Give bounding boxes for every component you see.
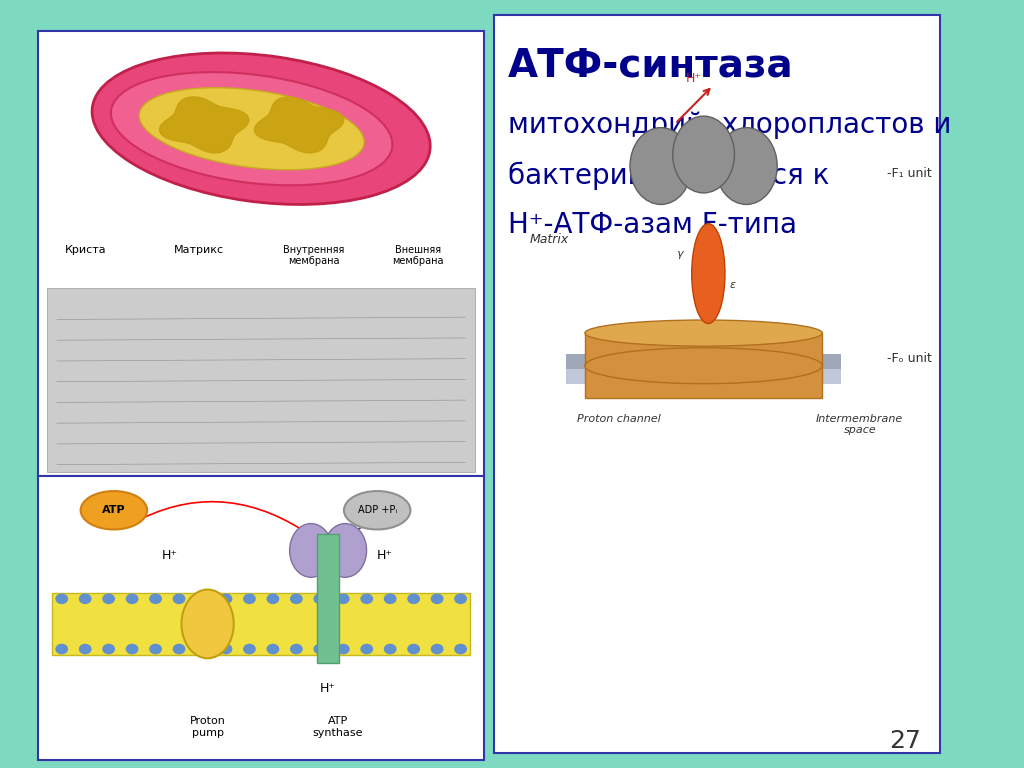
Text: Intermembrane
space: Intermembrane space: [816, 414, 903, 435]
Circle shape: [173, 594, 184, 604]
Circle shape: [408, 644, 420, 654]
Text: ADP +Pᵢ: ADP +Pᵢ: [357, 505, 397, 515]
Text: H⁺: H⁺: [162, 549, 177, 562]
Text: α: α: [762, 146, 769, 156]
Ellipse shape: [344, 491, 411, 529]
Circle shape: [103, 594, 115, 604]
Bar: [566, 353, 842, 369]
Text: Внутренняя
мембрана: Внутренняя мембрана: [283, 244, 344, 266]
Circle shape: [150, 644, 161, 654]
Circle shape: [338, 594, 349, 604]
Circle shape: [291, 644, 302, 654]
Text: H⁺: H⁺: [686, 72, 702, 85]
Circle shape: [431, 594, 442, 604]
Text: ATP
synthase: ATP synthase: [312, 716, 362, 737]
Text: ATP: ATP: [102, 505, 126, 515]
Ellipse shape: [181, 590, 233, 658]
Text: Внешняя
мембрана: Внешняя мембрана: [392, 244, 443, 266]
Circle shape: [408, 594, 420, 604]
Text: бактерий относится к: бактерий относится к: [508, 161, 829, 190]
Circle shape: [431, 644, 442, 654]
Circle shape: [455, 594, 466, 604]
Circle shape: [338, 644, 349, 654]
Text: Proton
pump: Proton pump: [189, 716, 225, 737]
Text: H⁺: H⁺: [377, 549, 393, 562]
Text: γ: γ: [677, 250, 683, 260]
Bar: [47, 288, 475, 472]
Circle shape: [126, 594, 138, 604]
Ellipse shape: [630, 127, 692, 204]
Text: -Fₒ unit: -Fₒ unit: [887, 352, 932, 365]
Circle shape: [244, 594, 255, 604]
Bar: [316, 534, 340, 663]
Circle shape: [56, 594, 68, 604]
Circle shape: [220, 644, 231, 654]
Ellipse shape: [673, 116, 734, 193]
Circle shape: [150, 594, 161, 604]
Text: β: β: [738, 184, 745, 194]
Bar: [585, 333, 822, 399]
Bar: [566, 369, 842, 384]
Polygon shape: [254, 97, 344, 153]
Text: Матрикс: Матрикс: [174, 244, 224, 254]
Circle shape: [267, 644, 279, 654]
Circle shape: [56, 644, 68, 654]
Polygon shape: [160, 97, 249, 153]
Text: H⁺: H⁺: [321, 682, 336, 695]
Ellipse shape: [139, 88, 365, 170]
Circle shape: [267, 594, 279, 604]
Text: Matrix: Matrix: [529, 233, 568, 246]
Ellipse shape: [111, 72, 392, 185]
Ellipse shape: [324, 524, 367, 578]
FancyBboxPatch shape: [38, 31, 484, 476]
Circle shape: [244, 644, 255, 654]
Ellipse shape: [290, 524, 333, 578]
Ellipse shape: [81, 491, 147, 529]
Text: ε: ε: [729, 280, 735, 290]
Text: -F₁ unit: -F₁ unit: [887, 167, 932, 180]
Circle shape: [384, 644, 396, 654]
Circle shape: [80, 644, 91, 654]
Text: АТФ-синтаза: АТФ-синтаза: [508, 46, 794, 84]
Text: β: β: [700, 123, 708, 133]
Text: α: α: [643, 146, 650, 156]
Ellipse shape: [692, 223, 725, 323]
Circle shape: [314, 594, 326, 604]
Circle shape: [314, 644, 326, 654]
Ellipse shape: [716, 127, 777, 204]
FancyBboxPatch shape: [494, 15, 940, 753]
Circle shape: [126, 644, 138, 654]
Circle shape: [291, 594, 302, 604]
Text: Криста: Криста: [65, 244, 106, 254]
Text: Н⁺-АТФ-азам F-типа: Н⁺-АТФ-азам F-типа: [508, 211, 797, 239]
Circle shape: [80, 594, 91, 604]
Text: β: β: [663, 184, 669, 194]
Circle shape: [361, 594, 373, 604]
FancyBboxPatch shape: [38, 476, 484, 760]
Bar: [52, 593, 470, 655]
Circle shape: [103, 644, 115, 654]
Circle shape: [197, 644, 208, 654]
Circle shape: [455, 644, 466, 654]
Text: Proton channel: Proton channel: [577, 414, 660, 424]
Text: 27: 27: [889, 729, 922, 753]
Ellipse shape: [585, 348, 822, 384]
Ellipse shape: [92, 53, 430, 204]
Text: митохондрий, хлоропластов и: митохондрий, хлоропластов и: [508, 111, 951, 139]
Circle shape: [197, 594, 208, 604]
Ellipse shape: [585, 320, 822, 346]
Circle shape: [361, 644, 373, 654]
Circle shape: [384, 594, 396, 604]
Circle shape: [220, 594, 231, 604]
Circle shape: [173, 644, 184, 654]
